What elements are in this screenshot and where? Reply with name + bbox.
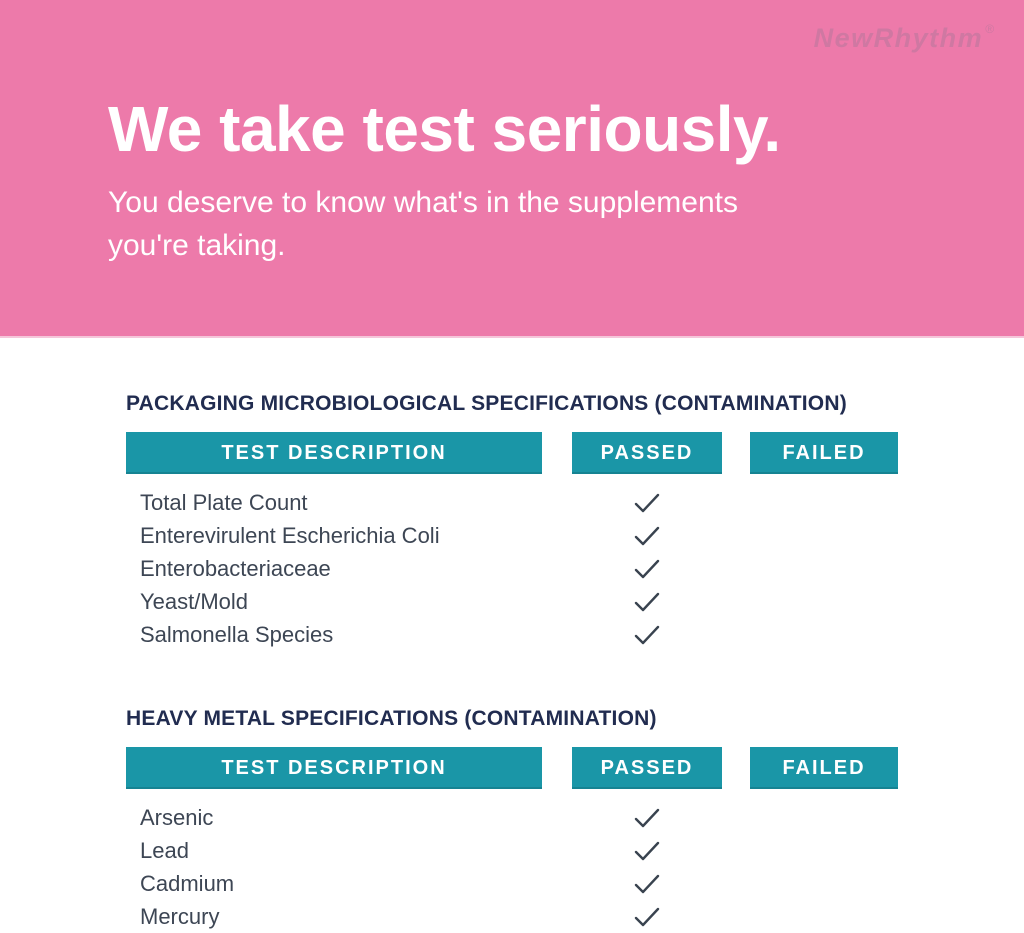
table-row: Total Plate Count: [126, 486, 1024, 519]
passed-cell: [572, 807, 722, 829]
test-label: Arsenic: [140, 804, 214, 830]
section-title: HEAVY METAL SPECIFICATIONS (CONTAMINATIO…: [126, 707, 657, 730]
test-label: Yeast/Mold: [140, 588, 249, 614]
hero-title: We take test seriously.: [108, 93, 781, 165]
passed-cell: [572, 840, 722, 862]
check-icon: [633, 873, 661, 895]
registered-trademark-icon: ®: [985, 22, 994, 36]
column-header-test-description: TEST DESCRIPTION: [126, 432, 542, 474]
check-icon: [633, 840, 661, 862]
column-header-passed: PASSED: [572, 432, 722, 474]
hero-content: We take test seriously. You deserve to k…: [0, 0, 1024, 268]
passed-cell: [572, 624, 722, 646]
test-label: Cadmium: [140, 870, 235, 896]
table-row: Salmonella Species: [126, 618, 1024, 651]
check-icon: [633, 906, 661, 928]
table-row: Mercury: [126, 900, 1024, 933]
check-icon: [633, 558, 661, 580]
brand-logo: NewRhythm ®: [814, 22, 994, 54]
column-header-failed: FAILED: [750, 747, 898, 789]
table-body: Total Plate Count Enterevirulent Escheri…: [126, 486, 1024, 651]
column-header-failed: FAILED: [750, 432, 898, 474]
passed-cell: [572, 873, 722, 895]
section-heavy-metal: HEAVY METAL SPECIFICATIONS (CONTAMINATIO…: [126, 707, 1024, 933]
passed-cell: [572, 558, 722, 580]
spec-tables: PACKAGING MICROBIOLOGICAL SPECIFICATIONS…: [0, 338, 1024, 933]
section-title: PACKAGING MICROBIOLOGICAL SPECIFICATIONS…: [126, 392, 847, 415]
check-icon: [633, 807, 661, 829]
table-row: Cadmium: [126, 867, 1024, 900]
brand-name: NewRhythm: [813, 23, 984, 53]
check-icon: [633, 624, 661, 646]
passed-cell: [572, 525, 722, 547]
table-row: Enterevirulent Escherichia Coli: [126, 519, 1024, 552]
passed-cell: [572, 906, 722, 928]
table-body: Arsenic Lead Cadmium Mercury: [126, 801, 1024, 933]
test-label: Mercury: [140, 903, 220, 929]
test-label: Enterevirulent Escherichia Coli: [140, 522, 440, 548]
passed-cell: [572, 492, 722, 514]
table-row: Arsenic: [126, 801, 1024, 834]
test-label: Total Plate Count: [140, 489, 308, 515]
table-row: Enterobacteriaceae: [126, 552, 1024, 585]
table-header-row: TEST DESCRIPTION PASSED FAILED: [126, 432, 1024, 474]
hero-subtitle: You deserve to know what's in the supple…: [108, 186, 738, 263]
table-row: Yeast/Mold: [126, 585, 1024, 618]
column-header-passed: PASSED: [572, 747, 722, 789]
test-label: Lead: [140, 837, 189, 863]
table-header-row: TEST DESCRIPTION PASSED FAILED: [126, 747, 1024, 789]
test-label: Enterobacteriaceae: [140, 555, 331, 581]
check-icon: [633, 492, 661, 514]
table-row: Lead: [126, 834, 1024, 867]
hero-banner: NewRhythm ® We take test seriously. You d…: [0, 0, 1024, 338]
passed-cell: [572, 591, 722, 613]
section-packaging-microbiological: PACKAGING MICROBIOLOGICAL SPECIFICATIONS…: [126, 392, 1024, 651]
test-label: Salmonella Species: [140, 621, 334, 647]
column-header-test-description: TEST DESCRIPTION: [126, 747, 542, 789]
check-icon: [633, 525, 661, 547]
check-icon: [633, 591, 661, 613]
